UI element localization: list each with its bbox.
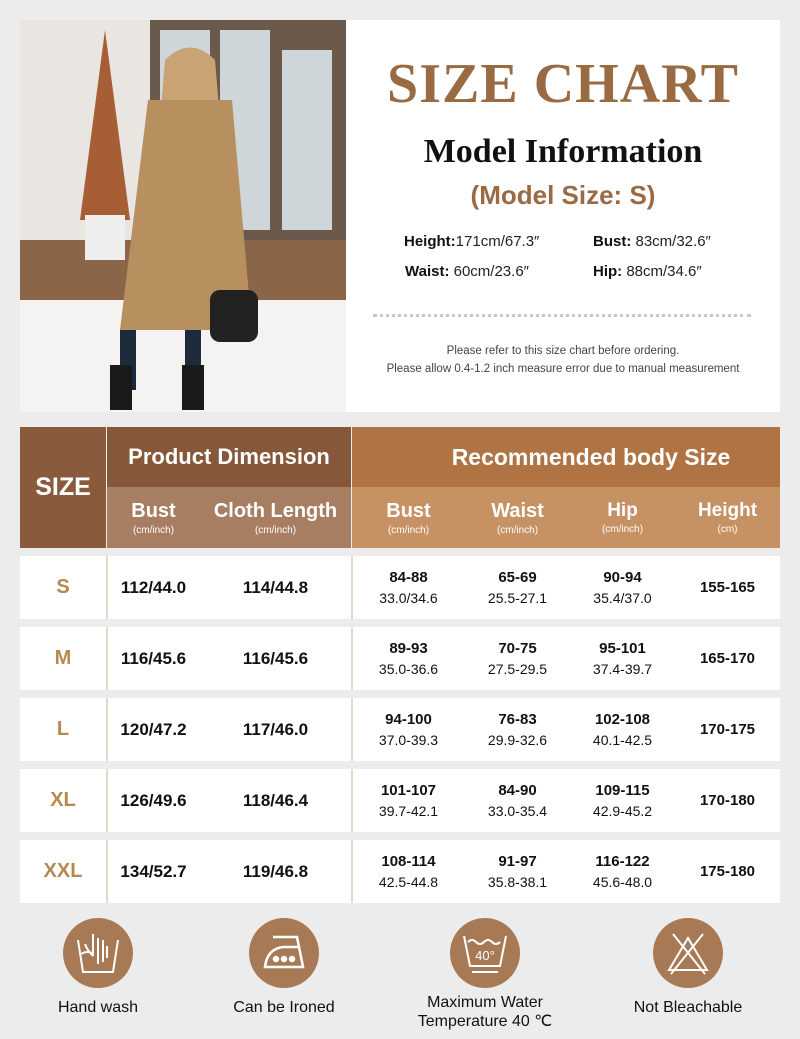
size-cell: XL [50,789,76,811]
body-bust-cell: 94-100 37.0-39.3 [378,711,439,748]
wash-40-icon: 40° [450,918,520,988]
body-bust-cell: 101-107 39.7-42.1 [378,782,439,819]
table-row: L 120/47.2 117/46.0 94-100 37.0-39.3 76-8… [20,698,780,761]
length-cell: 118/46.4 [242,790,309,810]
length-cell: 116/45.6 [242,648,309,668]
bust-cell: 116/45.6 [120,648,187,668]
model-size: (Model Size: S) [470,180,656,210]
size-chart-title: SIZE CHART [387,53,739,115]
model-info-title: Model Information [423,133,703,170]
no-bleach-icon [653,918,723,988]
bust-cell: 120/47.2 [120,719,187,739]
waist-cell: 65-69 25.5-27.1 [487,569,548,606]
model-waist: Waist: 60cm/23.6″ [405,263,529,280]
care-label: Hand wash [57,999,139,1016]
recommended-subheader [352,487,780,548]
model-hip: Hip: 88cm/34.6″ [593,263,702,280]
height-cell: 165-170 [699,650,756,667]
bust-cell: 134/52.7 [120,861,187,881]
column-header: Waist (cm/inch) [491,499,544,536]
height-cell: 170-180 [699,792,756,809]
care-3: Not Bleachable [603,918,773,1017]
hip-cell: 116-122 45.6-48.0 [592,853,653,890]
note-refer: Please refer to this size chart before o… [446,345,680,357]
body-bust-cell: 89-93 35.0-36.6 [378,640,439,677]
length-cell: 119/46.8 [242,861,309,881]
size-cell: L [56,718,70,740]
waist-cell: 91-97 35.8-38.1 [487,853,548,890]
size-header: SIZE [20,427,106,548]
table-row: XXL 134/52.7 119/46.8 108-114 42.5-44.8 9… [20,840,780,903]
divider [373,314,751,317]
size-cell: M [54,647,72,669]
hip-cell: 95-101 37.4-39.7 [592,640,653,677]
svg-text:40°: 40° [475,948,495,963]
care-2: 40° Maximum Water Temperature 40 ℃ [400,918,570,1031]
length-cell: 114/44.8 [242,577,309,597]
hip-cell: 109-115 42.9-45.2 [592,782,653,819]
column-header: Cloth Length (cm/inch) [213,499,338,536]
product-dimension-header: Product Dimension [107,427,351,487]
product-subheader [107,487,351,548]
care-0: Hand wash [13,918,183,1017]
table-row: XL 126/49.6 118/46.4 101-107 39.7-42.1 84… [20,769,780,832]
model-photo [20,20,346,412]
column-header: Bust (cm/inch) [386,499,431,536]
body-bust-cell: 108-114 42.5-44.8 [378,853,439,890]
column-header: Height (cm) [697,500,758,535]
hip-cell: 102-108 40.1-42.5 [592,711,653,748]
height-cell: 155-165 [699,579,756,596]
length-cell: 117/46.0 [242,719,309,739]
model-height: Height:171cm/67.3″ [404,233,540,250]
body-bust-cell: 84-88 33.0/34.6 [379,569,438,606]
waist-cell: 76-83 29.9-32.6 [487,711,548,748]
size-cell: XXL [43,860,83,882]
size-cell: S [56,576,70,598]
bust-cell: 112/44.0 [120,577,187,597]
model-bust: Bust: 83cm/32.6″ [593,233,711,250]
height-cell: 170-175 [699,721,756,738]
table-row: S 112/44.0 114/44.8 84-88 33.0/34.6 65-69… [20,556,780,619]
hip-cell: 90-94 35.4/37.0 [593,569,652,606]
waist-cell: 70-75 27.5-29.5 [487,640,548,677]
bust-cell: 126/49.6 [120,790,187,810]
care-1: Can be Ironed [199,918,369,1017]
column-header: Bust (cm/inch) [131,499,176,536]
care-label: Can be Ironed [233,999,335,1016]
recommended-size-header: Recommended body Size [352,427,780,487]
table-row: M 116/45.6 116/45.6 89-93 35.0-36.6 70-75… [20,627,780,690]
care-label: Maximum Water Temperature 40 ℃ [417,994,553,1030]
iron-icon [249,918,319,988]
care-label: Not Bleachable [633,999,743,1016]
hand-wash-icon [63,918,133,988]
column-header: Hip (cm/inch) [601,500,644,535]
note-error: Please allow 0.4-1.2 inch measure error … [386,363,740,375]
waist-cell: 84-90 33.0-35.4 [487,782,548,819]
height-cell: 175-180 [699,863,756,880]
